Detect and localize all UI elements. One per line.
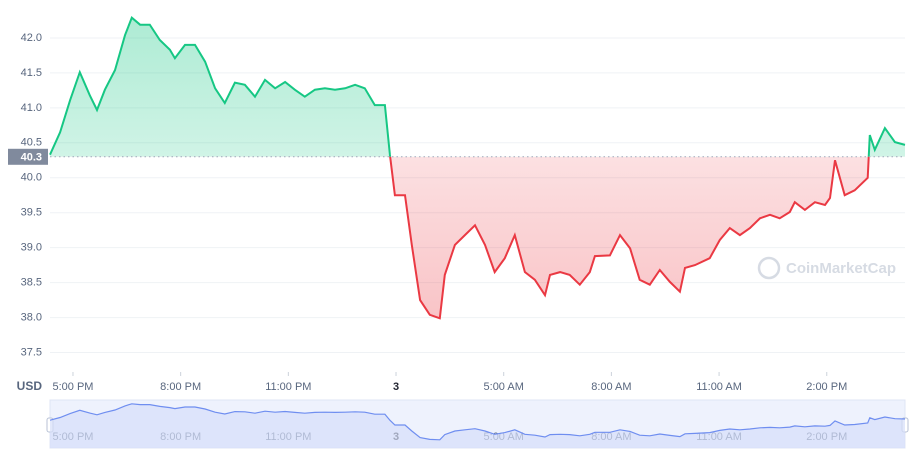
y-tick-label: 38.0 — [21, 311, 42, 323]
y-tick-label: 37.5 — [21, 346, 42, 358]
area-up — [50, 17, 905, 157]
watermark-text: CoinMarketCap — [786, 260, 896, 277]
navigator-area — [50, 403, 905, 448]
x-tick-label: 2:00 PM — [806, 381, 847, 393]
x-tick-label: 5:00 PM — [52, 381, 93, 393]
x-tick-label: 11:00 PM — [265, 381, 311, 393]
y-tick-label: 40.0 — [21, 172, 42, 184]
y-tick-label: 38.5 — [21, 277, 42, 289]
x-tick-label: 8:00 AM — [591, 381, 631, 393]
x-tick-label: 5:00 AM — [484, 381, 524, 393]
baseline-tag — [8, 148, 48, 165]
x-tick-label: 8:00 PM — [160, 381, 201, 393]
y-tick-label: 42.0 — [21, 32, 42, 44]
y-tick-label: 41.0 — [21, 102, 42, 114]
currency-label: USD — [17, 379, 43, 393]
y-tick-label: 39.0 — [21, 242, 42, 254]
y-tick-label: 39.5 — [21, 207, 42, 219]
baseline-label: 40.3 — [21, 152, 42, 164]
y-tick-label: 41.5 — [21, 67, 42, 79]
watermark: CoinMarketCap — [757, 256, 896, 280]
price-line-up — [49, 16, 906, 157]
price-line-down — [389, 156, 870, 320]
y-tick-label: 40.5 — [21, 137, 42, 149]
area-down — [390, 156, 869, 319]
navigator-line — [49, 403, 906, 441]
x-tick-label: 3 — [393, 381, 399, 393]
x-tick-label: 11:00 AM — [696, 381, 742, 393]
